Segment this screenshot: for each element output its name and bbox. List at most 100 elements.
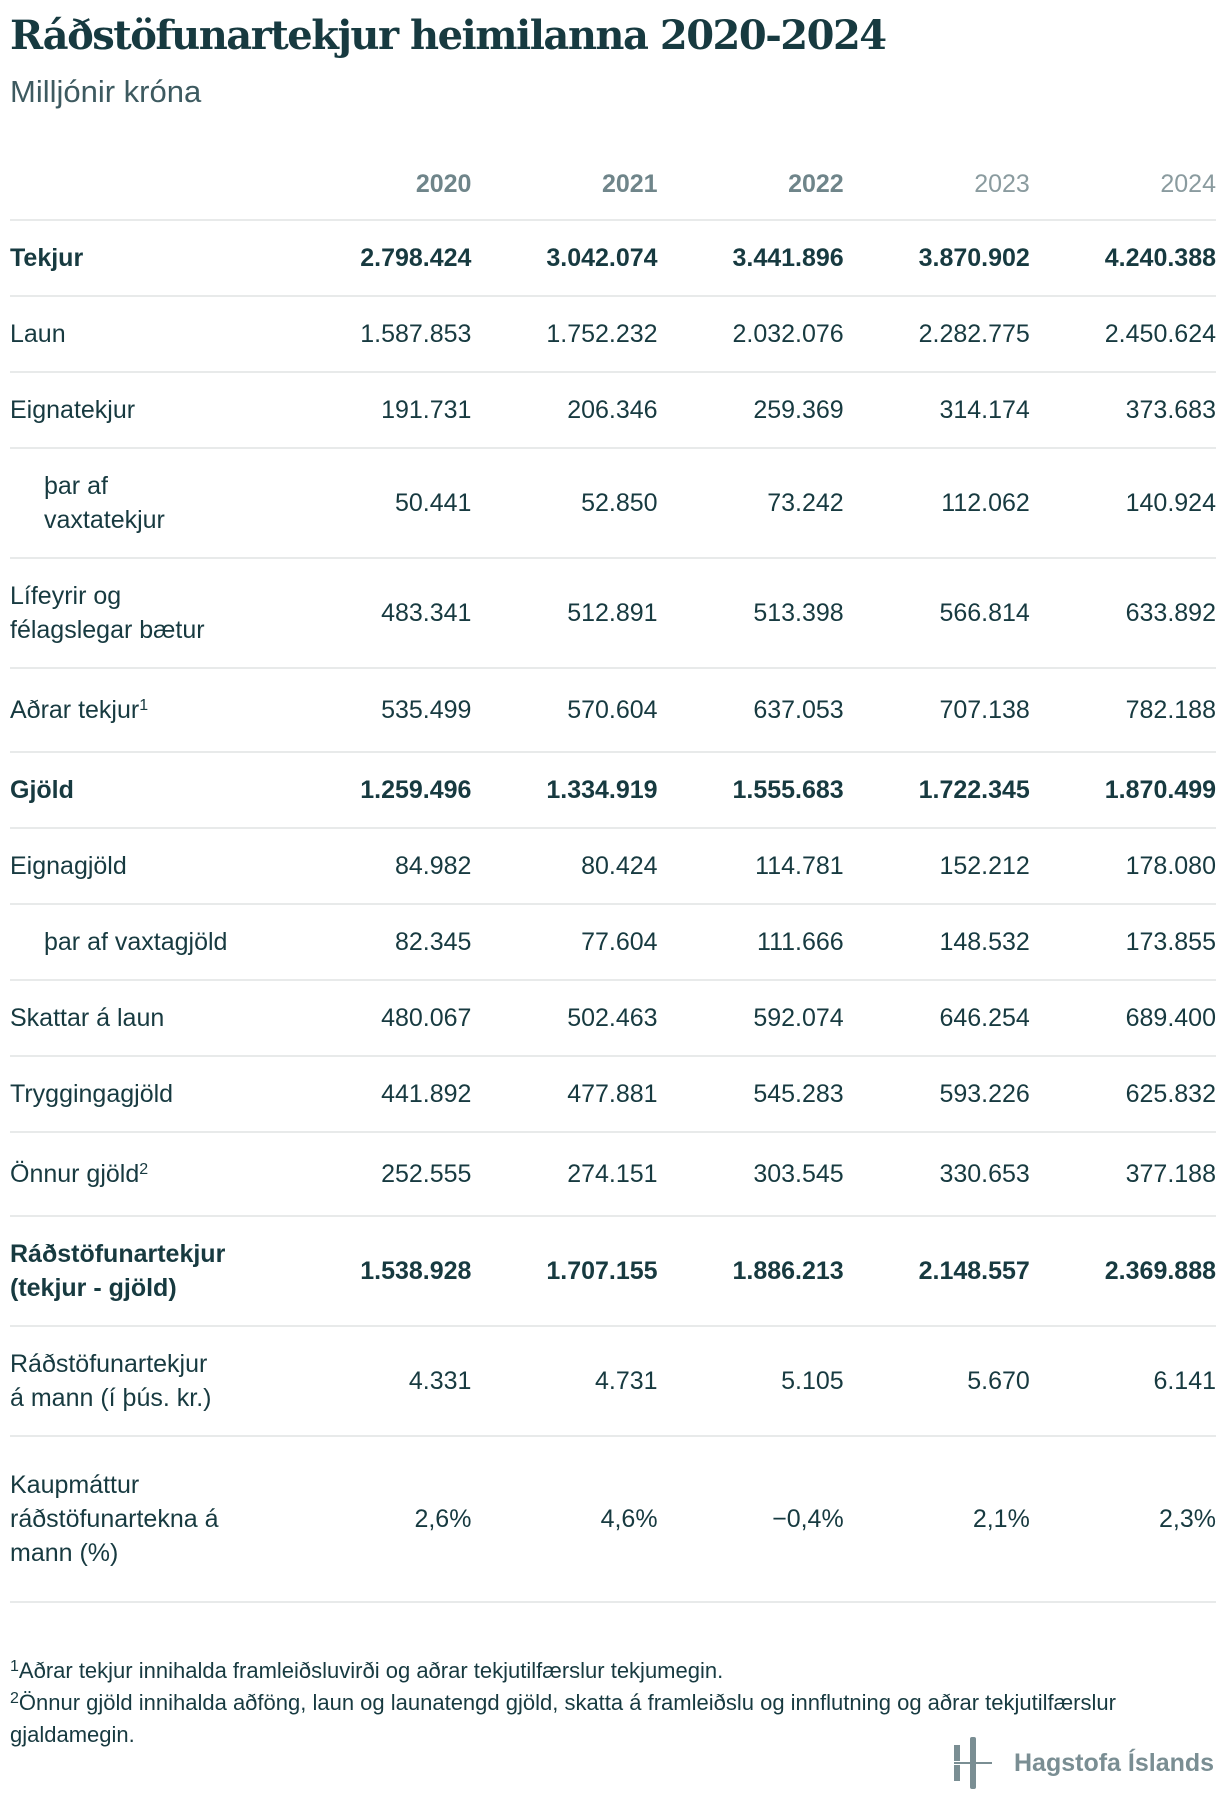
page-subtitle: Milljónir króna (10, 74, 202, 109)
table-row: þar af vaxtatekjur 50.441 52.850 73.242 112.… (10, 448, 1216, 559)
row-label-text: Kaupmáttur ráðstöfunartekna á mann (%) (10, 1471, 219, 1567)
cell-2021: 1.334.919 (471, 752, 658, 829)
cell-2022: 2.032.076 (657, 296, 844, 373)
row-label-text: Ráðstöfunartekjur á mann (í þús. kr.) (10, 1350, 212, 1412)
cell-2020: 480.067 (285, 980, 472, 1057)
cell-2022: 1.886.213 (657, 1216, 844, 1327)
cell-2024: 173.855 (1029, 904, 1216, 981)
cell-2022: 73.242 (657, 448, 844, 559)
row-label: Tryggingagjöld (10, 1056, 286, 1133)
table-row: Eignagjöld 84.982 80.424 114.781 152.212 178.… (10, 828, 1216, 905)
cell-2023: 707.138 (843, 668, 1030, 753)
row-label: Gjöld (10, 752, 286, 829)
logo-text: Hagstofa Íslands (1014, 1748, 1215, 1777)
cell-2022: 592.074 (657, 980, 844, 1057)
row-label: Ráðstöfunartekjur (tekjur - gjöld) (10, 1216, 286, 1327)
row-label: Eignatekjur (10, 372, 286, 449)
cell-2021: 4.731 (471, 1326, 658, 1437)
row-label-text: Skattar á laun (10, 1004, 165, 1032)
cell-2023: 566.814 (843, 558, 1030, 669)
table-row: Ráðstöfunartekjur á mann (í þús. kr.) 4.3… (10, 1326, 1216, 1437)
hagstofa-logo: Hagstofa Íslands (954, 1737, 1214, 1789)
row-label-text: Lífeyrir og félagslegar bætur (10, 582, 205, 644)
table-row: Gjöld 1.259.496 1.334.919 1.555.683 1.722.34… (10, 752, 1216, 829)
footnote-mark: 1 (10, 1658, 19, 1675)
row-label: Aðrar tekjur1 (10, 668, 286, 753)
cell-2020: 2,6% (285, 1436, 472, 1603)
row-label-text: Tryggingagjöld (10, 1080, 174, 1108)
row-label-text: þar af vaxtatekjur (44, 472, 165, 534)
table-row: Ráðstöfunartekjur (tekjur - gjöld) 1.538.… (10, 1216, 1216, 1327)
row-label-text: Aðrar tekjur (10, 696, 140, 724)
table-row: þar af vaxtagjöld 82.345 77.604 111.666 148.… (10, 904, 1216, 981)
footnote-mark: 2 (139, 1161, 149, 1178)
table-row: Tryggingagjöld 441.892 477.881 545.283 593.2… (10, 1056, 1216, 1133)
footnote-1: 1Aðrar tekjur innihalda framleiðsluvirði… (10, 1655, 1200, 1687)
cell-2024: 140.924 (1029, 448, 1216, 559)
row-label-text: Önnur gjöld (10, 1160, 140, 1188)
cell-2022: 513.398 (657, 558, 844, 669)
table-row: Eignatekjur 191.731 206.346 259.369 314.174 3… (10, 372, 1216, 449)
header-empty (10, 150, 286, 221)
row-label: Eignagjöld (10, 828, 286, 905)
cell-2022: 303.545 (657, 1132, 844, 1217)
cell-2023: 3.870.902 (843, 220, 1030, 297)
cell-2020: 1.587.853 (285, 296, 472, 373)
cell-2022: 1.555.683 (657, 752, 844, 829)
row-label-text: Eignatekjur (10, 396, 136, 424)
cell-2021: 52.850 (471, 448, 658, 559)
cell-2023: 2,1% (843, 1436, 1030, 1603)
column-header: 2022 (657, 150, 844, 221)
data-table: 2020 2021 2022 2023 2024 Tekjur 2.798.424… (10, 150, 1216, 1603)
cell-2021: 502.463 (471, 980, 658, 1057)
cell-2023: 2.148.557 (843, 1216, 1030, 1327)
row-label: Önnur gjöld2 (10, 1132, 286, 1217)
footnote-2: 2Önnur gjöld innihalda aðföng, laun og l… (10, 1687, 1200, 1751)
row-label-text: Laun (10, 320, 66, 348)
cell-2023: 1.722.345 (843, 752, 1030, 829)
cell-2020: 2.798.424 (285, 220, 472, 297)
cell-2021: 477.881 (471, 1056, 658, 1133)
cell-2024: 633.892 (1029, 558, 1216, 669)
cell-2020: 441.892 (285, 1056, 472, 1133)
row-label-text: Tekjur (10, 244, 84, 272)
cell-2020: 483.341 (285, 558, 472, 669)
table-row: Lífeyrir og félagslegar bætur 483.341 512.… (10, 558, 1216, 669)
row-label-text: Eignagjöld (10, 852, 127, 880)
row-label: Kaupmáttur ráðstöfunartekna á mann (%) (10, 1436, 286, 1603)
cell-2021: 274.151 (471, 1132, 658, 1217)
cell-2024: 2.369.888 (1029, 1216, 1216, 1327)
cell-2023: 2.282.775 (843, 296, 1030, 373)
cell-2021: 206.346 (471, 372, 658, 449)
cell-2020: 1.259.496 (285, 752, 472, 829)
cell-2024: 4.240.388 (1029, 220, 1216, 297)
page-title: Ráðstöfunartekjur heimilanna 2020-2024 (10, 12, 887, 59)
cell-2022: 114.781 (657, 828, 844, 905)
cell-2023: 152.212 (843, 828, 1030, 905)
table-row: Tekjur 2.798.424 3.042.074 3.441.896 3.870.9… (10, 220, 1216, 297)
row-label-text: Gjöld (10, 776, 74, 804)
column-header: 2024 (1029, 150, 1216, 221)
row-label: Tekjur (10, 220, 286, 297)
header-row: 2020 2021 2022 2023 2024 (10, 150, 1216, 221)
cell-2024: 2.450.624 (1029, 296, 1216, 373)
table-row: Aðrar tekjur1 535.499 570.604 637.053 707.13… (10, 668, 1216, 753)
cell-2020: 535.499 (285, 668, 472, 753)
row-label: þar af vaxtatekjur (10, 448, 286, 559)
cell-2021: 4,6% (471, 1436, 658, 1603)
cell-2023: 330.653 (843, 1132, 1030, 1217)
cell-2021: 3.042.074 (471, 220, 658, 297)
cell-2022: 637.053 (657, 668, 844, 753)
footnote-text: Aðrar tekjur innihalda framleiðsluvirði … (18, 1658, 724, 1683)
table-row: Skattar á laun 480.067 502.463 592.074 646.2… (10, 980, 1216, 1057)
cell-2022: 5.105 (657, 1326, 844, 1437)
cell-2020: 50.441 (285, 448, 472, 559)
row-label: Laun (10, 296, 286, 373)
cell-2023: 5.670 (843, 1326, 1030, 1437)
cell-2021: 1.752.232 (471, 296, 658, 373)
cell-2024: 782.188 (1029, 668, 1216, 753)
cell-2024: 178.080 (1029, 828, 1216, 905)
cell-2022: 111.666 (657, 904, 844, 981)
footnotes: 1Aðrar tekjur innihalda framleiðsluvirði… (10, 1655, 1200, 1751)
cell-2020: 191.731 (285, 372, 472, 449)
